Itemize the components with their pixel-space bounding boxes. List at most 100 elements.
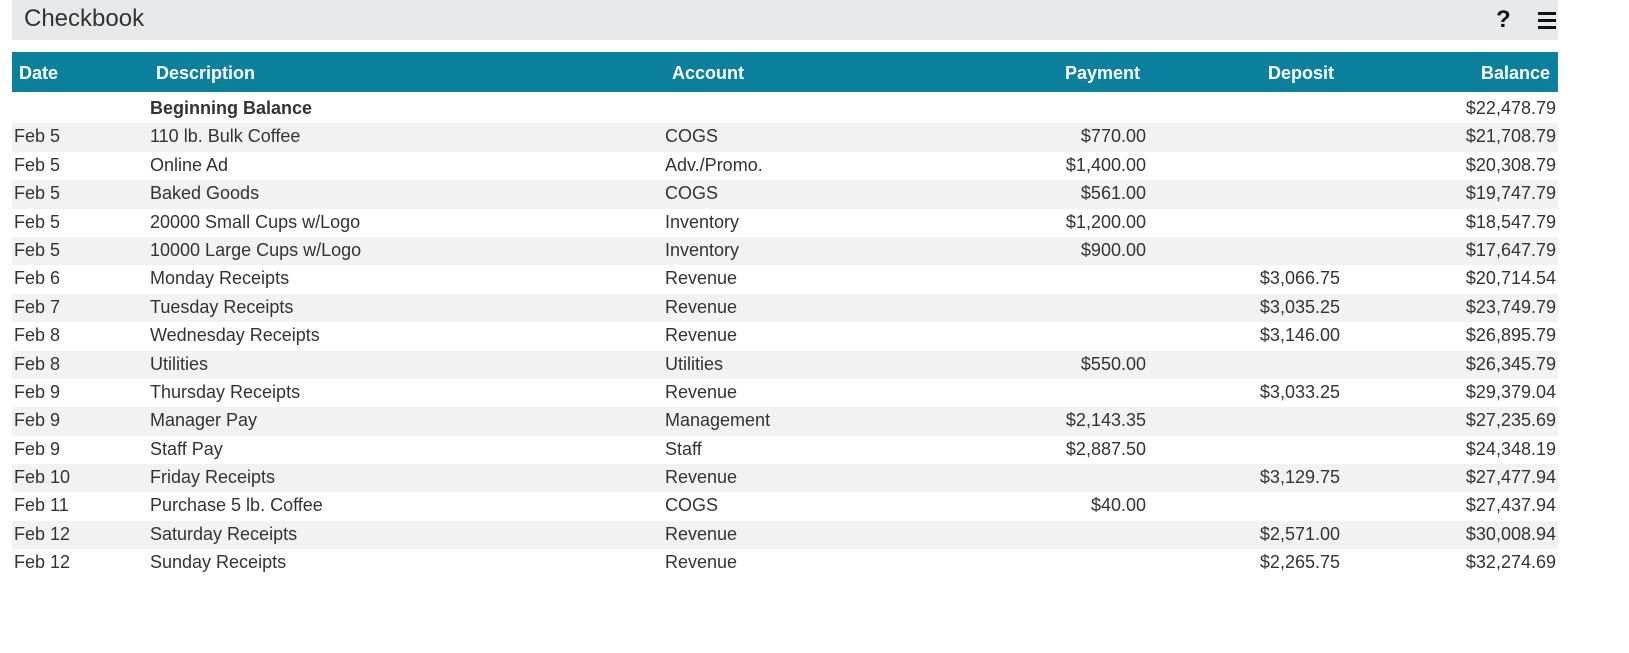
table-row[interactable]: Feb 5 110 lb. Bulk Coffee COGS $770.00 $21,7… [12,123,1558,152]
transaction-table: Beginning Balance $22,478.79 Feb 5 110 lb. … [12,95,1558,578]
cell-account: Revenue [665,325,738,346]
cell-payment: $1,400.00 [1065,154,1146,175]
cell-description: Beginning Balance [150,98,313,118]
column-header-account[interactable]: Account [672,63,744,83]
cell-account: COGS [665,495,719,516]
cell-account: Revenue [665,467,738,488]
cell-date: Feb 5 [14,211,61,232]
cell-description: 110 lb. Bulk Coffee [150,126,301,147]
table-row[interactable]: Feb 5 10000 Large Cups w/Logo Inventory $90… [12,236,1558,266]
cell-date: Feb 9 [14,438,61,459]
cell-balance: $19,747.79 [1465,183,1556,204]
table-row[interactable]: Feb 6 Monday Receipts Revenue $3,066.75 $20,… [12,265,1558,293]
table-row[interactable]: Feb 11 Purchase 5 lb. Coffee COGS $40.00 $27… [12,492,1558,520]
table-row[interactable]: Feb 5 20000 Small Cups w/Logo Inventory $1,… [12,209,1558,237]
cell-deposit: $2,265.75 [1259,552,1340,573]
cell-description: Tuesday Receipts [150,296,294,317]
table-row[interactable]: Feb 12 Sunday Receipts Revenue $2,265.75 $32… [12,549,1558,577]
cell-account: Revenue [665,523,738,544]
cell-payment: $2,143.35 [1065,410,1146,431]
cell-account: Inventory [665,211,740,232]
cell-account: Adv./Promo. [665,154,763,175]
table-row[interactable]: Feb 5 Online Ad Adv./Promo. $1,400.00 $20,30… [12,152,1558,180]
cell-account: Utilities [665,353,724,374]
cell-payment: $40.00 [1090,495,1146,516]
table-header: Date Description Account Payment Deposit… [12,52,1558,92]
cell-balance: $17,647.79 [1465,239,1556,260]
cell-balance: $29,379.04 [1465,381,1556,402]
cell-deposit: $3,146.00 [1259,325,1340,346]
column-header-date[interactable]: Date [19,63,59,83]
cell-balance: $21,708.79 [1465,126,1556,147]
help-icon[interactable]: ? [1496,6,1511,33]
table-row[interactable]: Feb 7 Tuesday Receipts Revenue $3,035.25 $23… [12,293,1558,323]
table-row[interactable]: Feb 9 Manager Pay Management $2,143.35 $27,2… [12,407,1558,436]
beginning-balance-row[interactable]: Beginning Balance $22,478.79 [12,95,1558,123]
page-title: Checkbook [24,5,145,32]
cell-date: Feb 9 [14,410,61,431]
cell-balance: $27,477.94 [1465,467,1556,488]
cell-date: Feb 9 [14,381,61,402]
cell-balance: $27,235.69 [1465,410,1556,431]
cell-balance: $20,308.79 [1465,154,1556,175]
cell-date: Feb 8 [14,325,61,346]
column-header-deposit[interactable]: Deposit [1267,63,1334,83]
cell-description: Baked Goods [150,183,260,204]
cell-description: Online Ad [150,154,229,175]
table-row[interactable]: Feb 10 Friday Receipts Revenue $3,129.75 $27… [12,464,1558,493]
cell-account: Staff [665,438,702,459]
column-header-payment[interactable]: Payment [1064,63,1140,83]
cell-account: Revenue [665,268,738,289]
cell-account: Revenue [665,381,738,402]
cell-description: Saturday Receipts [150,523,298,544]
cell-description: Wednesday Receipts [150,325,320,346]
cell-payment: $550.00 [1080,353,1146,374]
cell-payment: $2,887.50 [1065,438,1146,459]
cell-balance: $30,008.94 [1465,523,1556,544]
cell-balance: $26,895.79 [1465,325,1556,346]
cell-description: Utilities [150,353,209,374]
title-bar: Checkbook ? [12,0,1558,40]
hamburger-menu-icon[interactable] [1538,12,1558,30]
cell-date: Feb 5 [14,239,61,260]
cell-description: Sunday Receipts [150,552,287,573]
cell-description: Thursday Receipts [150,381,301,402]
table-row[interactable]: Feb 8 Utilities Utilities $550.00 $26,345.79 [12,350,1558,379]
cell-date: Feb 5 [14,126,61,147]
cell-payment: $900.00 [1080,239,1146,260]
cell-payment: $770.00 [1080,126,1146,147]
column-header-balance[interactable]: Balance [1480,63,1550,83]
cell-balance: $27,437.94 [1465,495,1556,516]
cell-date: Feb 12 [14,552,71,573]
table-row[interactable]: Feb 5 Baked Goods COGS $561.00 $19,747.79 [12,180,1558,209]
cell-date: Feb 8 [14,353,61,374]
column-header-description[interactable]: Description [156,63,256,83]
cell-balance: $22,478.79 [1465,98,1556,118]
cell-date: Feb 12 [14,523,71,544]
cell-date: Feb 5 [14,154,61,175]
table-row[interactable]: Feb 9 Staff Pay Staff $2,887.50 $24,348.19 [12,436,1558,464]
cell-balance: $18,547.79 [1465,211,1556,232]
cell-account: Management [665,410,771,431]
table-row[interactable]: Feb 9 Thursday Receipts Revenue $3,033.25 $2… [12,379,1558,407]
cell-balance: $20,714.54 [1465,268,1556,289]
cell-description: 20000 Small Cups w/Logo [150,211,361,232]
cell-payment: $1,200.00 [1065,211,1146,232]
cell-description: Staff Pay [150,438,223,459]
cell-account: Revenue [665,552,738,573]
cell-account: COGS [665,126,719,147]
table-row[interactable]: Feb 8 Wednesday Receipts Revenue $3,146.00 $… [12,322,1558,350]
cell-payment: $561.00 [1080,183,1146,204]
cell-balance: $24,348.19 [1465,438,1556,459]
table-row[interactable]: Feb 12 Saturday Receipts Revenue $2,571.00 $… [12,520,1558,550]
cell-date: Feb 7 [14,296,61,317]
cell-deposit: $2,571.00 [1259,523,1340,544]
cell-deposit: $3,033.25 [1259,381,1340,402]
cell-deposit: $3,066.75 [1259,268,1340,289]
cell-account: Inventory [665,239,740,260]
cell-balance: $32,274.69 [1465,552,1556,573]
cell-deposit: $3,129.75 [1259,467,1340,488]
cell-description: Purchase 5 lb. Coffee [150,495,323,516]
cell-balance: $23,749.79 [1465,296,1556,317]
cell-description: Manager Pay [150,410,258,431]
